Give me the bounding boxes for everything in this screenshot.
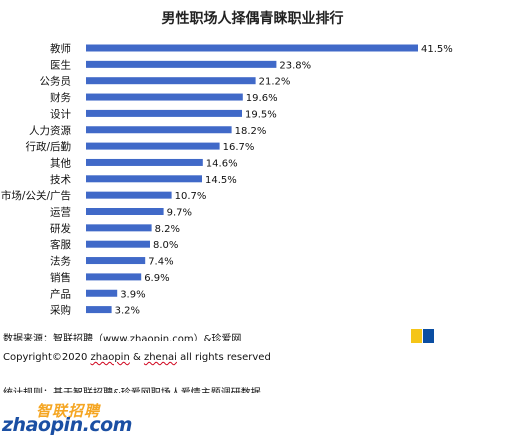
category-label: 销售 bbox=[50, 271, 71, 284]
bar bbox=[86, 93, 243, 101]
value-label: 8.2% bbox=[155, 224, 180, 235]
category-label: 采购 bbox=[50, 304, 71, 317]
bar bbox=[86, 240, 150, 248]
bar bbox=[86, 60, 277, 68]
brand-swatch-blue bbox=[423, 329, 434, 343]
logo-cn-text: 智联招聘 bbox=[36, 402, 101, 420]
value-label: 23.8% bbox=[279, 60, 311, 71]
value-label: 3.9% bbox=[120, 289, 145, 300]
bar bbox=[86, 208, 164, 215]
bar bbox=[86, 191, 172, 199]
category-label: 产品 bbox=[50, 287, 71, 300]
value-label: 10.7% bbox=[175, 191, 207, 202]
bar bbox=[86, 126, 232, 134]
category-label: 技术 bbox=[50, 173, 71, 186]
category-label: 运营 bbox=[50, 206, 71, 219]
copyright-note: Copyright©2020 zhaopin & zhenai all righ… bbox=[3, 352, 271, 363]
category-label: 客服 bbox=[50, 238, 71, 251]
value-label: 3.2% bbox=[115, 306, 140, 317]
category-label: 市场/公关/广告 bbox=[1, 189, 71, 202]
category-label: 其他 bbox=[50, 156, 71, 169]
category-label: 研发 bbox=[50, 222, 71, 235]
bar bbox=[86, 158, 203, 166]
copyright-prefix: Copyright©2020 bbox=[3, 352, 91, 363]
category-label: 行政/后勤 bbox=[25, 140, 71, 153]
bar-chart: 教师 41.5% 医生 23.8% 公务员 21.2% 财务 19.6% 设计 19.5% 人力资源… bbox=[1, 42, 453, 317]
brand-swatch-yellow bbox=[411, 329, 422, 343]
bar bbox=[86, 273, 142, 281]
category-label: 教师 bbox=[50, 42, 71, 55]
category-label: 人力资源 bbox=[29, 124, 71, 137]
value-label: 41.5% bbox=[421, 44, 453, 55]
value-label: 6.9% bbox=[144, 273, 169, 284]
category-label: 法务 bbox=[50, 255, 71, 268]
bar bbox=[86, 109, 242, 117]
bar bbox=[86, 44, 418, 52]
value-label: 9.7% bbox=[167, 208, 192, 219]
bar bbox=[86, 77, 256, 85]
copyright-brand-zhenai: zhenai bbox=[143, 352, 177, 363]
chart-title: 男性职场人择偶青睐职业排行 bbox=[161, 11, 344, 27]
statistics-rule-note: 统计规则：基于智联招聘&珍爱网职场人爱情主题调研数据 bbox=[3, 384, 323, 393]
category-label: 医生 bbox=[50, 58, 71, 71]
value-label: 19.6% bbox=[246, 93, 278, 104]
value-label: 18.2% bbox=[235, 126, 267, 137]
value-label: 19.5% bbox=[245, 109, 277, 120]
category-label: 公务员 bbox=[40, 75, 72, 88]
copyright-amp: & bbox=[129, 352, 144, 363]
bar bbox=[86, 257, 146, 265]
value-label: 14.5% bbox=[205, 175, 237, 186]
value-label: 21.2% bbox=[259, 77, 291, 88]
bar bbox=[86, 175, 202, 183]
zhaopin-logo: 智联招聘 zhaopin.com bbox=[2, 398, 132, 442]
copyright-brand-zhaopin: zhaopin bbox=[90, 352, 130, 363]
value-label: 7.4% bbox=[148, 257, 173, 268]
source-note: 数据来源：智联招聘（www.zhaopin.com）&珍爱网 bbox=[3, 334, 242, 341]
copyright-suffix: all rights reserved bbox=[176, 352, 271, 363]
bar bbox=[86, 224, 152, 232]
value-label: 14.6% bbox=[206, 158, 238, 169]
category-label: 设计 bbox=[50, 107, 71, 120]
logo-en-text: zhaopin.com bbox=[2, 414, 132, 436]
bar bbox=[86, 289, 118, 297]
bar bbox=[86, 142, 220, 150]
category-label: 财务 bbox=[50, 91, 71, 104]
value-label: 16.7% bbox=[223, 142, 255, 153]
bar bbox=[86, 306, 112, 314]
value-label: 8.0% bbox=[153, 240, 178, 251]
